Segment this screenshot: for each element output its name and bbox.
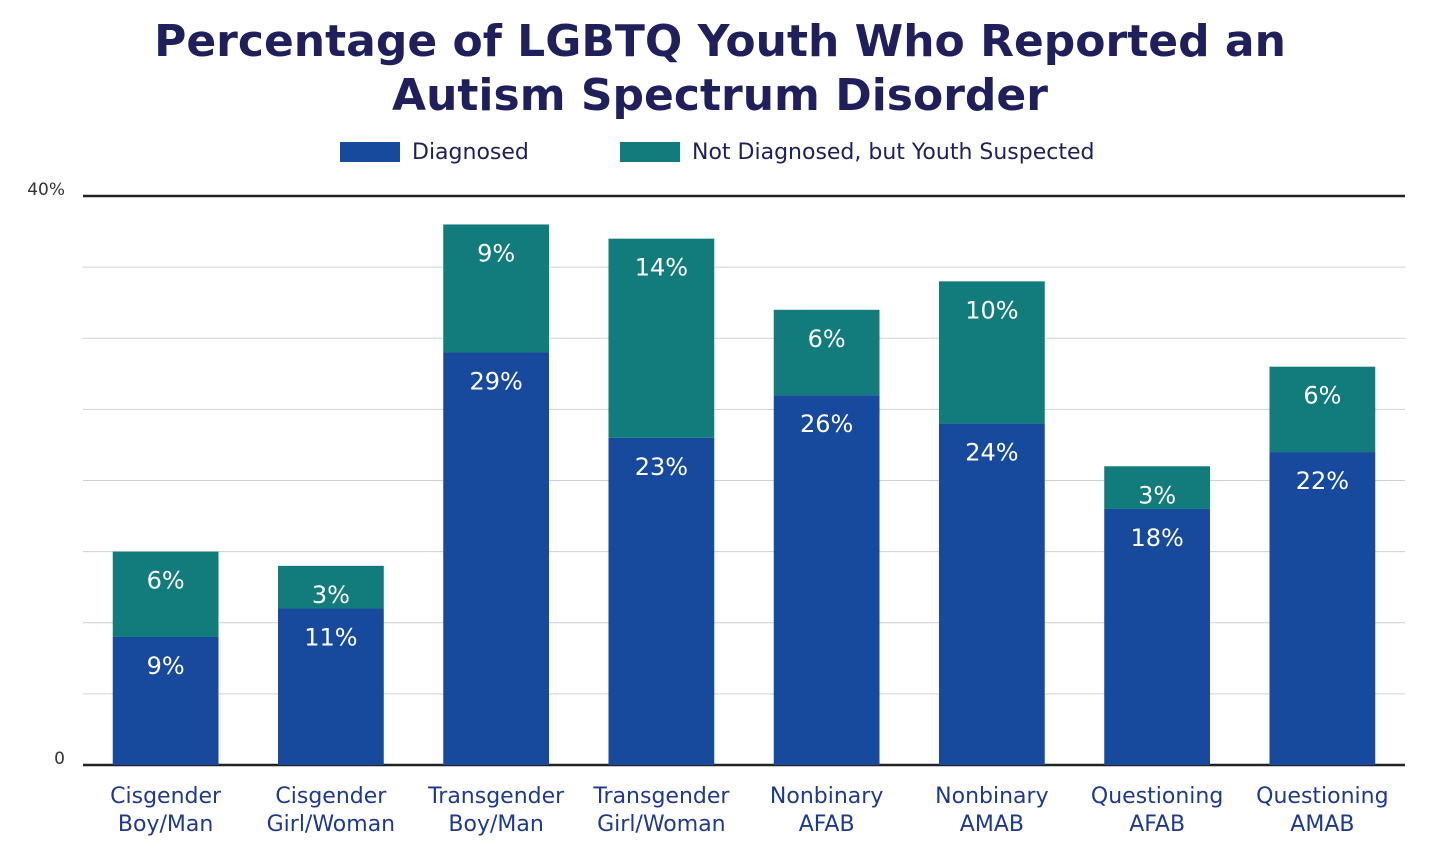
value-label: 11% xyxy=(304,624,357,652)
value-label: 6% xyxy=(147,567,185,595)
value-label: 18% xyxy=(1130,524,1183,552)
legend-swatch xyxy=(620,142,680,162)
legend-label: Not Diagnosed, but Youth Suspected xyxy=(692,140,1095,165)
value-label: 6% xyxy=(1303,382,1341,410)
value-label: 26% xyxy=(800,410,853,438)
bar-segment xyxy=(773,395,880,765)
value-label: 9% xyxy=(477,239,515,267)
bar-segment xyxy=(443,352,550,765)
value-label: 14% xyxy=(635,254,688,282)
value-label: 3% xyxy=(1138,481,1176,509)
x-tick-label: Transgender Girl/Woman xyxy=(592,784,730,837)
bar-segment xyxy=(938,281,1045,424)
bar-segment xyxy=(1269,452,1376,765)
x-tick-label: Nonbinary AFAB xyxy=(770,784,883,837)
value-label: 23% xyxy=(635,453,688,481)
bar-segment xyxy=(112,551,219,637)
bar-segment xyxy=(773,309,880,396)
x-tick-label: Questioning AMAB xyxy=(1256,784,1388,837)
bar-segment xyxy=(938,423,1045,765)
chart-title: Percentage of LGBTQ Youth Who Reported a… xyxy=(154,16,1286,121)
bar-segment xyxy=(112,636,219,765)
x-tick-label: Nonbinary AMAB xyxy=(935,784,1048,837)
value-label: 22% xyxy=(1296,467,1349,495)
bar-segment xyxy=(1104,466,1211,509)
y-tick-label: 40% xyxy=(27,180,65,200)
bar-segment xyxy=(443,224,550,353)
value-label: 10% xyxy=(965,296,1018,324)
bar-segment xyxy=(277,608,384,765)
bar-segment xyxy=(277,565,384,609)
value-label: 29% xyxy=(469,367,522,395)
value-label: 6% xyxy=(808,325,846,353)
bar-segment xyxy=(1104,508,1211,765)
value-label: 24% xyxy=(965,439,1018,467)
legend-swatch xyxy=(340,142,400,162)
x-tick-label: Questioning AFAB xyxy=(1091,784,1223,837)
bar-segment xyxy=(608,437,715,765)
x-tick-label: Cisgender Boy/Man xyxy=(110,784,222,837)
legend-label: Diagnosed xyxy=(412,140,529,165)
x-tick-label: Cisgender Girl/Woman xyxy=(267,784,396,837)
value-label: 9% xyxy=(147,652,185,680)
x-tick-label: Transgender Boy/Man xyxy=(427,784,565,837)
y-tick-label: 0 xyxy=(54,749,65,769)
bar-segment xyxy=(608,238,715,438)
value-label: 3% xyxy=(312,581,350,609)
bar-segment xyxy=(1269,366,1376,453)
